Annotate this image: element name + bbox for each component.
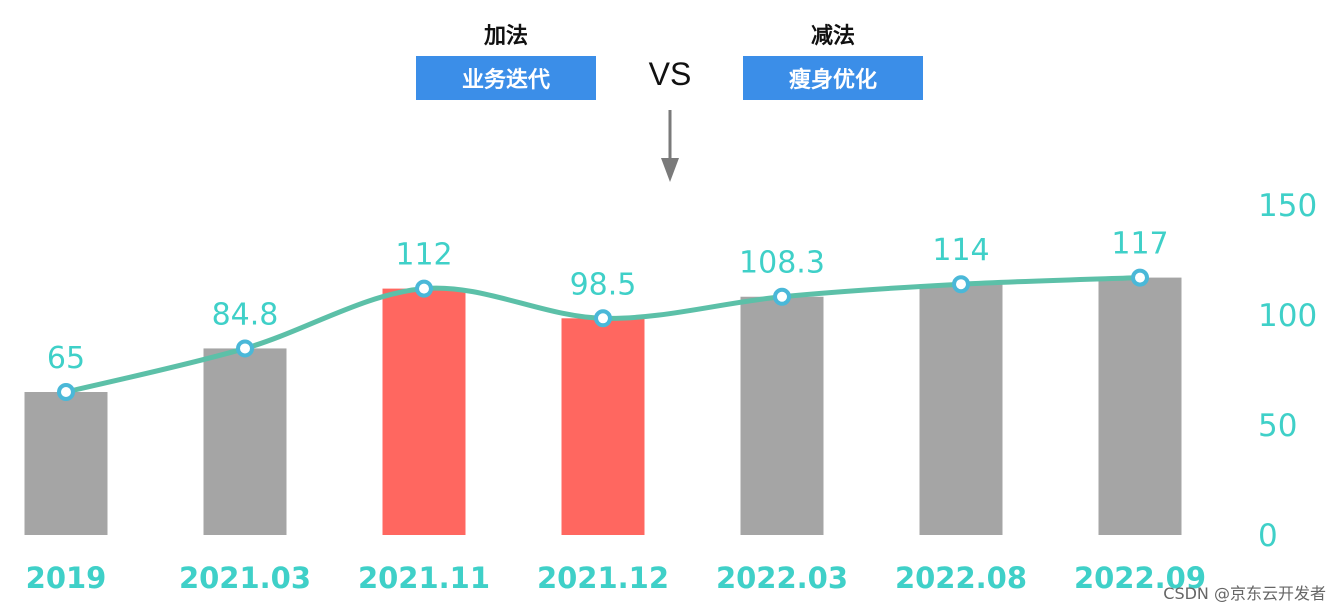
line-marker-2019 (57, 383, 75, 401)
line-marker-2021.03 (236, 339, 254, 358)
value-label: 84.8 (212, 297, 279, 332)
bar-2021.12 (561, 318, 645, 535)
line-marker-2021.11 (415, 279, 433, 298)
down-arrow-icon (661, 110, 679, 182)
x-tick-label: 2022.09 (1074, 561, 1206, 595)
x-tick-label: 2021.12 (537, 561, 669, 595)
bar-2021.03 (203, 348, 287, 535)
y-tick-label: 150 (1258, 188, 1317, 224)
slimming-optimization-tag: 瘦身优化 (743, 56, 923, 100)
line-marker-2022.08 (952, 275, 970, 294)
value-label: 108.3 (739, 246, 825, 281)
y-tick-label: 50 (1258, 408, 1297, 444)
value-label: 114 (932, 233, 989, 268)
bar-2019 (24, 392, 108, 535)
line-marker-2021.12 (594, 309, 612, 328)
bar-2022.09 (1098, 277, 1182, 535)
y-tick-label: 100 (1258, 298, 1317, 334)
y-tick-label: 0 (1258, 518, 1278, 554)
addition-caption: 加法 (483, 24, 528, 49)
x-tick-label: 2021.03 (179, 561, 311, 595)
x-tick-label: 2022.03 (716, 561, 848, 595)
bar-2021.11 (382, 288, 466, 535)
value-label: 112 (395, 238, 452, 273)
subtraction-caption: 减法 (810, 24, 855, 49)
bar-2022.08 (919, 284, 1003, 535)
vs-label: VS (648, 56, 692, 92)
bar-2022.03 (740, 296, 824, 535)
line-marker-2022.09 (1131, 268, 1149, 287)
watermark: CSDN @京东云开发者 (1163, 584, 1326, 603)
x-tick-label: 2019 (26, 561, 107, 595)
business-iteration-tag: 业务迭代 (416, 56, 596, 100)
value-label: 98.5 (570, 267, 637, 302)
value-label: 65 (47, 341, 85, 376)
x-tick-label: 2022.08 (895, 561, 1027, 595)
value-label: 117 (1111, 227, 1168, 262)
line-marker-2022.03 (773, 287, 791, 306)
x-tick-label: 2021.11 (358, 561, 490, 595)
